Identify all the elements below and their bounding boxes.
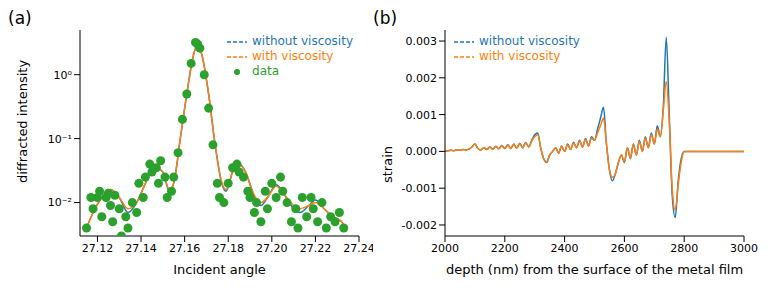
svg-text:10⁻¹: 10⁻¹	[48, 133, 72, 146]
html-text:(b): (b)	[373, 8, 398, 28]
svg-text:0.000: 0.000	[406, 145, 438, 158]
svg-text:0.002: 0.002	[406, 72, 438, 85]
svg-text:27.18: 27.18	[212, 242, 244, 255]
svg-text:27.14: 27.14	[125, 242, 157, 255]
svg-text:2400: 2400	[551, 242, 579, 255]
svg-text:depth (nm) from the surface of: depth (nm) from the surface of the metal…	[446, 262, 743, 277]
svg-text:10⁻²: 10⁻²	[48, 196, 72, 209]
svg-text:27.12: 27.12	[82, 242, 114, 255]
html-text:data: data	[252, 64, 280, 78]
html-text:with viscosity: with viscosity	[479, 49, 561, 63]
svg-text:0.001: 0.001	[406, 109, 438, 122]
svg-text:0.003: 0.003	[406, 35, 438, 48]
svg-text:3000: 3000	[730, 242, 758, 255]
html-text:(a): (a)	[8, 8, 32, 28]
html-text:without viscosity: without viscosity	[252, 34, 353, 48]
svg-text:diffracted intensity: diffracted intensity	[15, 60, 30, 183]
svg-text:-0.001: -0.001	[402, 182, 437, 195]
svg-text:-0.002: -0.002	[402, 219, 437, 232]
svg-text:10⁰: 10⁰	[54, 69, 73, 82]
svg-text:2000: 2000	[431, 242, 459, 255]
svg-text:27.22: 27.22	[300, 242, 332, 255]
svg-text:strain: strain	[380, 146, 395, 183]
svg-text:2800: 2800	[670, 242, 698, 255]
svg-text:27.16: 27.16	[169, 242, 201, 255]
svg-text:2600: 2600	[610, 242, 638, 255]
svg-text:Incident angle: Incident angle	[173, 262, 266, 277]
html-text:with viscosity: with viscosity	[252, 49, 334, 63]
svg-text:27.20: 27.20	[256, 242, 288, 255]
svg-text:2200: 2200	[491, 242, 519, 255]
html-text:without viscosity: without viscosity	[479, 34, 580, 48]
svg-text:27.24: 27.24	[343, 242, 373, 255]
